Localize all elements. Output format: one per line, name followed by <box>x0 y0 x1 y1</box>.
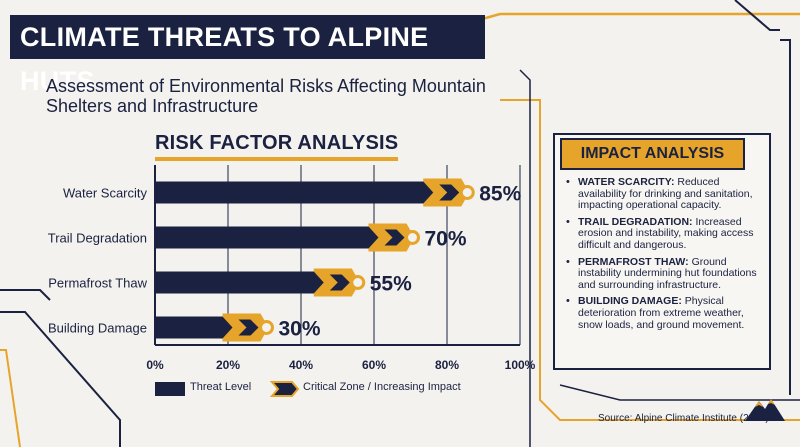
category-label: Permafrost Thaw <box>48 276 147 291</box>
bar-end-marker <box>459 185 475 200</box>
critical-zone-arrow <box>222 313 269 342</box>
data-label: 30% <box>279 318 321 341</box>
category-label: Trail Degradation <box>48 231 147 246</box>
legend-label-threat: Threat Level <box>190 381 252 393</box>
x-tick-label: 80% <box>435 358 459 372</box>
x-tick-label: 40% <box>289 358 313 372</box>
data-label: 70% <box>425 228 467 251</box>
mountain-logo-icon <box>745 399 785 421</box>
x-tick-label: 60% <box>362 358 386 372</box>
impact-item-text: Ground instability undermining hut found… <box>578 255 757 291</box>
increasing-impact-chevron <box>384 229 405 246</box>
bar-end-marker <box>350 275 366 290</box>
section-title: RISK FACTOR ANALYSIS <box>155 132 399 161</box>
impact-item-label: BUILDING DAMAGE: <box>578 295 682 308</box>
threat-bar <box>155 181 434 204</box>
page-title: CLIMATE THREATS TO ALPINE HUTS <box>10 15 485 96</box>
threat-bar <box>155 226 379 249</box>
impact-item-label: WATER SCARCITY: <box>578 176 675 188</box>
increasing-impact-chevron <box>439 184 460 201</box>
critical-zone-arrow <box>313 268 360 297</box>
page-subtitle: Assessment of Environmental Risks Affect… <box>46 76 486 116</box>
category-label: Building Damage <box>48 321 147 336</box>
impact-item-building: BUILDING DAMAGE: Physical deterioration … <box>562 296 762 331</box>
impact-item-trail: TRAIL DEGRADATION: Increased erosion and… <box>562 215 762 252</box>
source-note: Source: Alpine Climate Institute (2024) <box>598 413 769 424</box>
data-label: 85% <box>479 183 521 206</box>
impact-list: WATER SCARCITY: Reduced availability for… <box>562 176 762 336</box>
legend-swatch-critical <box>269 381 300 397</box>
data-label: 55% <box>370 273 412 296</box>
increasing-impact-chevron <box>329 274 350 291</box>
impact-item-permafrost: PERMAFROST THAW: Ground instability unde… <box>562 255 762 292</box>
category-label: Water Scarcity <box>63 186 148 201</box>
legend-label-critical: Critical Zone / Increasing Impact <box>303 381 461 393</box>
x-tick-label: 100% <box>505 358 536 372</box>
critical-zone-arrow <box>423 178 470 207</box>
x-tick-label: 0% <box>146 358 164 372</box>
critical-zone-arrow <box>368 223 415 252</box>
threat-bar <box>155 271 324 294</box>
legend-swatch-threat <box>155 382 185 396</box>
x-tick-label: 20% <box>216 358 240 372</box>
threat-bar <box>155 316 233 339</box>
impact-item-label: PERMAFROST THAW: <box>578 255 689 268</box>
increasing-impact-chevron <box>238 319 259 336</box>
impact-panel-title: IMPACT ANALYSIS <box>560 138 745 170</box>
impact-item-label: TRAIL DEGRADATION: <box>578 215 693 228</box>
bar-end-marker <box>259 320 274 335</box>
impact-item-text: Physical deterioration from extreme weat… <box>578 295 745 331</box>
impact-item-water: WATER SCARCITY: Reduced availability for… <box>562 176 762 212</box>
bar-end-marker <box>405 230 420 245</box>
impact-item-text: Reduced availability for drinking and sa… <box>578 176 753 212</box>
impact-item-text: Increased erosion and instability, makin… <box>578 215 754 251</box>
